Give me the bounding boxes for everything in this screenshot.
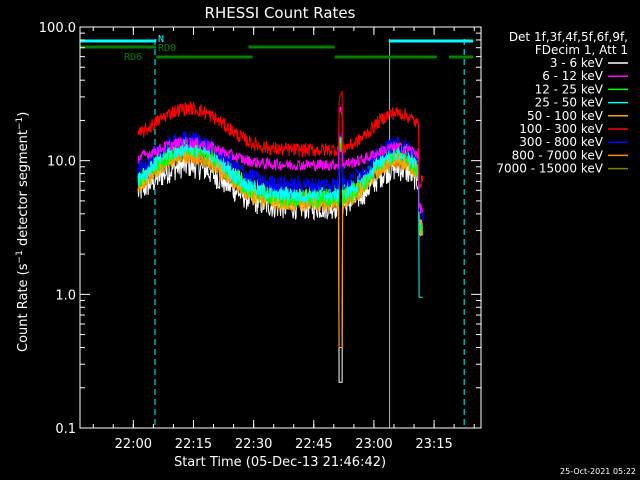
x-tick-label: 23:15 <box>415 437 452 452</box>
legend-entry-label: 6 - 12 keV <box>542 69 604 83</box>
x-tick-label: 22:00 <box>115 437 152 452</box>
y-axis-label-sup-1: −1 <box>15 250 25 263</box>
legend-entry-label: 25 - 50 keV <box>535 96 604 110</box>
series-line-25-50keV <box>137 137 423 298</box>
series-layer <box>137 90 424 383</box>
x-tick-label: 23:00 <box>355 437 392 452</box>
flag-label-n: N <box>158 34 164 45</box>
x-tick-label: 22:15 <box>175 437 212 452</box>
legend: Det 1f,3f,4f,5f,6f,9f, FDecim 1, Att 1 3… <box>496 30 628 176</box>
legend-header-1: Det 1f,3f,4f,5f,6f,9f, <box>509 30 628 44</box>
y-axis: 0.1 1.0 10.0 100.0 <box>39 21 481 437</box>
x-tick-label: 22:30 <box>235 437 272 452</box>
series-line-100-300keV <box>137 90 424 189</box>
y-tick-label: 10.0 <box>47 155 76 170</box>
legend-entry-label: 7000 - 15000 keV <box>496 162 603 176</box>
y-tick-label: 0.1 <box>55 422 76 437</box>
plot-frame <box>79 26 482 429</box>
legend-entry-label: 50 - 100 keV <box>527 109 604 123</box>
x-axis: 22:00 22:15 22:30 22:45 23:00 23:15 <box>92 27 475 452</box>
y-tick-label: 1.0 <box>55 288 76 303</box>
flag-label-rd0: RD0 <box>158 43 176 54</box>
timestamp: 25-Oct-2021 05:22 <box>560 467 636 476</box>
legend-header-2: FDecim 1, Att 1 <box>535 43 628 57</box>
legend-entry-label: 800 - 7000 keV <box>512 148 604 162</box>
y-axis-label-sup-2: −1 <box>15 117 25 130</box>
x-axis-label: Start Time (05-Dec-13 21:46:42) <box>174 455 386 470</box>
y-axis-label-part-a: Count Rate (s <box>16 263 31 352</box>
y-axis-label: Count Rate (s−1 detector segment−1) <box>15 112 31 352</box>
legend-entry-label: 3 - 6 keV <box>550 56 604 70</box>
chart-title: RHESSI Count Rates <box>205 4 356 22</box>
legend-entry-label: 100 - 300 keV <box>519 122 603 136</box>
series-line-3-6keV <box>137 152 423 383</box>
series-line-6-12keV <box>137 106 424 214</box>
y-axis-label-part-b: detector segment <box>16 130 31 250</box>
legend-entry-label: 300 - 800 keV <box>519 135 603 149</box>
y-tick-label: 100.0 <box>39 21 76 36</box>
legend-entry-label: 12 - 25 keV <box>535 82 604 96</box>
x-tick-label: 22:45 <box>295 437 332 452</box>
flag-label-rd6: RD6 <box>124 52 142 63</box>
y-axis-label-part-c: ) <box>16 112 31 117</box>
